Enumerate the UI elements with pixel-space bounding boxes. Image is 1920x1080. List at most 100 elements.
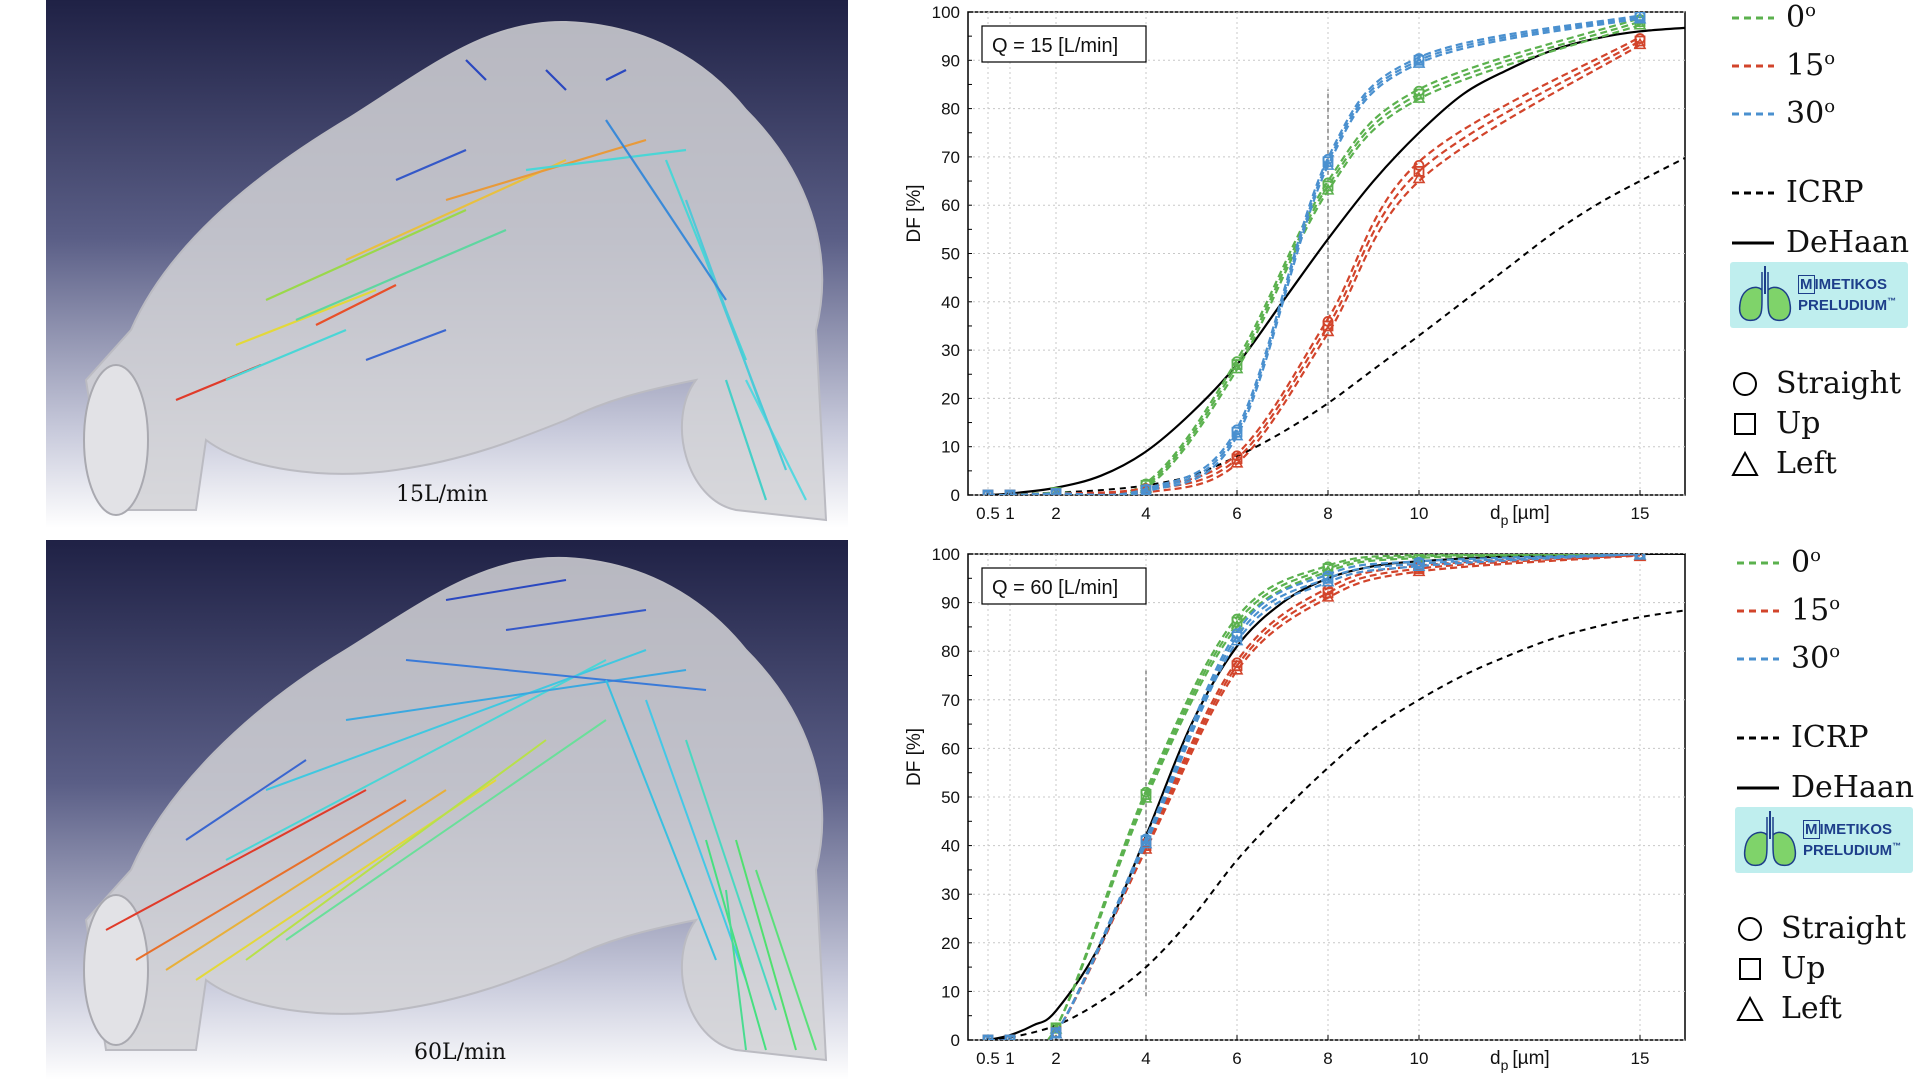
x-tick-label: 6: [1232, 1049, 1241, 1068]
y-tick-label: 30: [941, 341, 960, 360]
legend-angle-label: 30o: [1786, 96, 1836, 131]
triangle-icon: [1736, 995, 1764, 1021]
marker-left: [1139, 791, 1153, 803]
marker-left: [1321, 575, 1335, 587]
marker-left: [1230, 361, 1244, 374]
y-tick-label: 60: [941, 739, 960, 758]
y-tick-label: 10: [941, 982, 960, 1001]
icrp-curve: [987, 156, 1685, 495]
y-tick-label: 60: [941, 196, 960, 215]
marker-left: [1049, 1027, 1063, 1039]
circle-icon: [1738, 916, 1762, 941]
y-tick-label: 50: [941, 788, 960, 807]
marker-left: [1052, 487, 1060, 495]
grid: [968, 11, 1685, 496]
legend-angle-1: 15o: [1735, 593, 1840, 628]
x-tick-label: 10: [1410, 504, 1429, 523]
x-axis-label: dp [µm]: [1490, 503, 1550, 528]
legend-angle-label: 0o: [1786, 0, 1816, 35]
marker-straight: [1413, 159, 1425, 171]
legend-reference-icrp: ICRP: [1732, 175, 1864, 210]
square-icon: [1734, 412, 1756, 435]
series-line: [988, 14, 1641, 495]
y-tick-label: 10: [941, 438, 960, 457]
marker-left: [1633, 18, 1647, 30]
y-tick-label: 80: [941, 100, 960, 119]
airway-inlet: [83, 364, 149, 516]
x-tick-label: 10: [1410, 1049, 1429, 1068]
svg-text:Q = 15 [L/min]: Q = 15 [L/min]: [992, 35, 1118, 57]
marker-left: [1321, 324, 1335, 337]
marker-up: [1231, 453, 1243, 465]
plot-area: [967, 11, 1686, 496]
legend-angle-label: 0o: [1791, 545, 1821, 580]
y-axis-label: DF [%]: [904, 184, 925, 242]
legend-angle-label: 15o: [1786, 48, 1836, 83]
y-tick-label: 20: [941, 389, 960, 408]
airway-surface: [84, 20, 828, 522]
marker-left: [1412, 171, 1426, 184]
marker-up: [1140, 835, 1152, 847]
mimetikos-preludium-logo: M IMETIKOS PRELUDIUM™: [1735, 807, 1913, 873]
x-tick-label: 2: [1051, 1049, 1060, 1068]
x-axis-label: dp [µm]: [1490, 1048, 1550, 1073]
y-tick-label: 90: [941, 594, 960, 613]
legend-dash-swatch: [1737, 657, 1779, 660]
airway-surface: [84, 556, 828, 1062]
marker-left: [1412, 91, 1426, 103]
marker-up: [1140, 789, 1152, 800]
legend-top: 0o 15o 30o ICRP DeHaan M IMETIKOS PRELUDIUM™ Str…: [1730, 0, 1920, 520]
lungs-icon: [1743, 811, 1797, 867]
legend-dash-swatch: [1732, 112, 1774, 115]
x-tick-label: 2: [1051, 504, 1060, 523]
y-tick-label: 30: [941, 885, 960, 904]
marker-up: [1322, 572, 1334, 584]
icrp-curve: [987, 609, 1685, 1040]
airway-inlet: [83, 894, 149, 1046]
x-tick-label: 0.5: [976, 504, 1000, 523]
marker-left: [1321, 183, 1335, 195]
marker-up: [1322, 320, 1334, 332]
legend-reference-dehaan: DeHaan: [1732, 225, 1910, 260]
legend-reference-dehaan: DeHaan: [1737, 770, 1915, 805]
y-tick-label: 100: [932, 545, 960, 564]
x-tick-label: 4: [1141, 1049, 1150, 1068]
marker-up: [1413, 558, 1425, 570]
simulation-60lpm-panel: 60L/min: [46, 540, 848, 1080]
legend-angle-0: 0o: [1730, 0, 1816, 35]
x-tick-label: 1: [1005, 504, 1014, 523]
legend-angle-1: 15o: [1730, 48, 1835, 83]
x-tick-label: 8: [1323, 1049, 1332, 1068]
x-tick-label: 1: [1005, 1049, 1014, 1068]
deposition-chart-15lpm: 0.5 1 2 4 6 8 10 15 0 10 20 30 40 50 60 70 80 90 100 DF [%]…: [904, 3, 1686, 528]
marker-up: [1413, 88, 1425, 100]
y-tick-label: 0: [951, 1031, 960, 1050]
x-tick-label: 8: [1323, 504, 1332, 523]
series-line: [988, 554, 1641, 1040]
triangle-icon: [1731, 450, 1759, 476]
simulation-15lpm-panel: 15L/min: [46, 0, 848, 528]
legend-angle-0: 0o: [1735, 545, 1821, 580]
lungs-icon: [1738, 266, 1792, 322]
legend-marker-up: Up: [1735, 951, 1826, 986]
x-tick-label: 15: [1631, 504, 1650, 523]
y-tick-label: 100: [932, 3, 960, 22]
y-tick-label: 90: [941, 51, 960, 70]
legend-marker-left: Left: [1735, 991, 1842, 1026]
marker-up: [1231, 426, 1243, 438]
marker-left: [1139, 836, 1153, 849]
legend-bottom: 0o 15o 30o ICRP DeHaan M IMETIKOS PRELUDIUM™ Str…: [1735, 545, 1920, 1065]
legend-reference-icrp: ICRP: [1737, 720, 1869, 755]
legend-dash-swatch: [1732, 16, 1774, 19]
legend-marker-left: Left: [1730, 446, 1837, 481]
simulation-label-60: 60L/min: [414, 1040, 507, 1065]
marker-left: [1230, 633, 1244, 646]
y-tick-label: 50: [941, 245, 960, 264]
marker-up: [1413, 165, 1425, 177]
y-tick-label: 70: [941, 691, 960, 710]
marker-left: [1633, 37, 1647, 50]
y-tick-label: 40: [941, 837, 960, 856]
y-axis-label: DF [%]: [904, 728, 925, 786]
airway-streamline-render-15: [83, 20, 828, 522]
circle-icon: [1733, 371, 1757, 396]
